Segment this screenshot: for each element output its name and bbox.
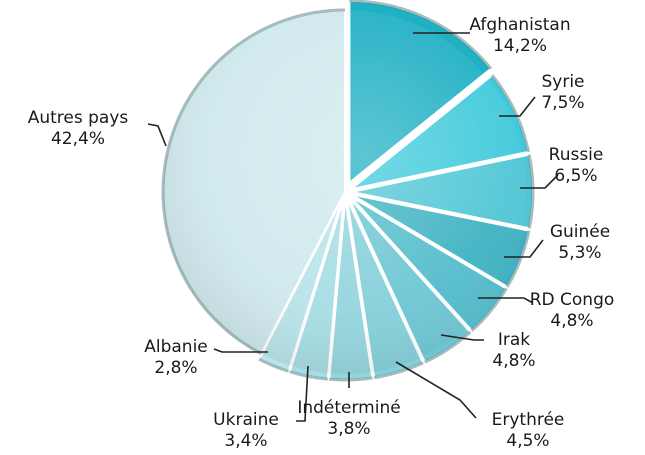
leader-line xyxy=(395,361,477,419)
slice-label-value: 5,3% xyxy=(558,243,601,263)
slice-label: Guinée 5,3% xyxy=(550,222,610,263)
slice-label: Autres pays 42,4% xyxy=(28,108,129,149)
slice-labels: Afghanistan 14,2% Syrie 7,5% Russie 6,5% Guiné… xyxy=(28,15,615,451)
slice-label-value: 4,8% xyxy=(492,351,535,371)
slice-label-value: 7,5% xyxy=(541,93,584,113)
slice-label-value: 4,5% xyxy=(506,431,549,451)
pie-slice-rim xyxy=(527,154,535,229)
slice-label-name: Irak xyxy=(498,330,530,350)
slice-label: Afghanistan 14,2% xyxy=(469,15,570,56)
slice-label-value: 3,4% xyxy=(224,431,267,451)
slice-label-name: RD Congo xyxy=(530,290,615,310)
pie-slice-rim xyxy=(329,376,373,382)
slice-label-value: 4,8% xyxy=(550,311,593,331)
slice-label: Ukraine 3,4% xyxy=(213,410,279,451)
slice-label-name: Russie xyxy=(549,145,604,165)
leader-line xyxy=(478,297,534,304)
slice-label-name: Albanie xyxy=(144,337,208,357)
leader-lines xyxy=(147,32,559,422)
slice-label: Irak 4,8% xyxy=(492,330,535,371)
leader-line xyxy=(499,96,536,117)
leader-line xyxy=(520,174,559,189)
slice-label-name: Ukraine xyxy=(213,410,279,430)
leader-line xyxy=(504,239,544,258)
leader-line xyxy=(213,348,268,353)
slice-label: Syrie 7,5% xyxy=(541,72,584,113)
leader-line xyxy=(440,334,484,341)
slice-label-name: Erythrée xyxy=(492,410,565,430)
slice-label-name: Guinée xyxy=(550,222,610,242)
slice-label-name: Afghanistan xyxy=(469,15,570,35)
slice-label-value: 42,4% xyxy=(51,129,105,149)
slice-label: Albanie 2,8% xyxy=(144,337,208,378)
slice-label: Erythrée 4,5% xyxy=(492,410,565,451)
slice-label-name: Indéterminé xyxy=(297,398,400,418)
slice-label-value: 3,8% xyxy=(327,419,370,439)
slice-label-value: 2,8% xyxy=(154,358,197,378)
pie-slices xyxy=(161,0,535,382)
slice-label-name: Syrie xyxy=(541,72,584,92)
slice-label: Russie 6,5% xyxy=(549,145,604,186)
leader-line xyxy=(147,123,167,147)
slice-label-name: Autres pays xyxy=(28,108,129,128)
leader-line xyxy=(296,365,309,422)
slice-label-value: 14,2% xyxy=(493,36,547,56)
slice-label-value: 6,5% xyxy=(554,166,597,186)
slice-label: Indéterminé 3,8% xyxy=(297,398,400,439)
slice-label: RD Congo 4,8% xyxy=(530,290,615,331)
